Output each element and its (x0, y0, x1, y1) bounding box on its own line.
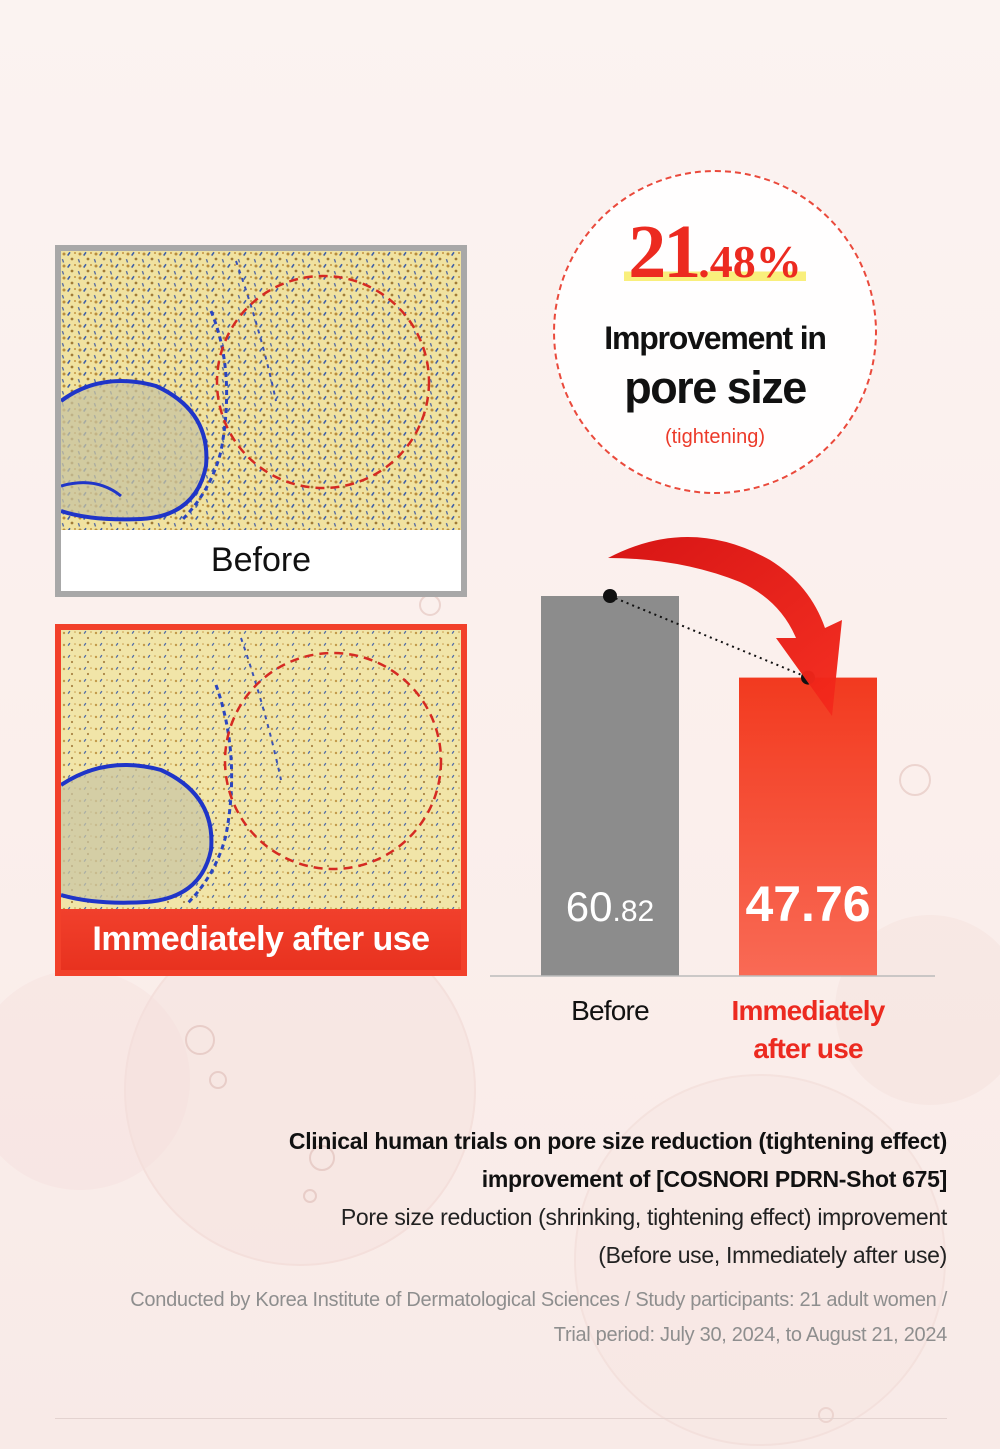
value-label-before: 60.82 (566, 883, 654, 930)
before-photo-panel: Before (55, 245, 467, 597)
study-metadata-line: Conducted by Korea Institute of Dermatol… (130, 1289, 947, 1311)
study-description: Pore size reduction (shrinking, tighteni… (47, 1198, 947, 1274)
study-description-line: Pore size reduction (shrinking, tighteni… (340, 1204, 947, 1230)
decrease-arrow-icon (608, 536, 842, 716)
bar-before (541, 596, 679, 976)
after-photo-caption: Immediately after use (61, 909, 461, 970)
percentage-integer: 21 (628, 210, 701, 294)
pore-size-bar-chart: 60.82 Before 47.76 Immediately after use (490, 536, 935, 1064)
study-title-line: Clinical human trials on pore size reduc… (288, 1128, 947, 1154)
marker-before (603, 589, 617, 603)
study-metadata-line: Trial period: July 30, 2024, to August 2… (553, 1324, 948, 1346)
study-title-line: improvement of [COSNORI PDRN-Shot 675] (481, 1166, 948, 1192)
bottom-divider (55, 1418, 947, 1419)
improvement-subject: pore size (624, 362, 807, 413)
after-skin-photo (61, 630, 461, 909)
improvement-badge: 21.48% Improvement in pore size (tighten… (553, 170, 877, 494)
bar-after (739, 677, 877, 976)
improvement-note: (tightening) (664, 426, 766, 448)
improvement-percentage: 21.48% (555, 214, 875, 290)
before-photo-caption: Before (61, 530, 461, 591)
value-label-after: 47.76 (745, 876, 870, 932)
study-description-line: (Before use, Immediately after use) (598, 1242, 947, 1268)
improvement-heading: Improvement in (604, 320, 827, 356)
study-title: Clinical human trials on pore size reduc… (47, 1122, 947, 1198)
after-photo-panel: Immediately after use (55, 624, 467, 976)
study-metadata: Conducted by Korea Institute of Dermatol… (47, 1283, 947, 1353)
percentage-decimal: .48% (698, 236, 802, 287)
before-skin-photo (61, 251, 461, 530)
x-label-after: Immediately after use (731, 995, 885, 1064)
x-label-before: Before (571, 995, 649, 1026)
